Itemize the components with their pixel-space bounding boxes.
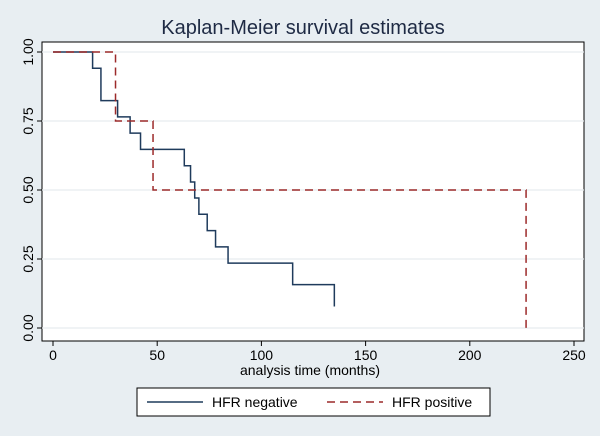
y-tick-label: 0.75 xyxy=(20,107,36,134)
chart-title: Kaplan-Meier survival estimates xyxy=(161,17,444,39)
x-tick-label: 0 xyxy=(49,347,57,363)
x-tick-label: 250 xyxy=(562,347,586,363)
x-axis: 0 50 100 150 200 250 xyxy=(49,341,586,363)
y-tick-label: 1.00 xyxy=(20,38,36,65)
y-axis: 0.00 0.25 0.50 0.75 1.00 xyxy=(20,38,42,342)
x-tick-label: 100 xyxy=(250,347,274,363)
y-tick-label: 0.25 xyxy=(20,245,36,272)
series-line-hfr-positive xyxy=(53,51,527,328)
x-tick-label: 200 xyxy=(458,347,482,363)
legend-label-hfr-negative: HFR negative xyxy=(212,394,298,410)
x-tick-label: 50 xyxy=(149,347,165,363)
series-layer xyxy=(53,51,527,328)
legend-label-hfr-positive: HFR positive xyxy=(392,394,472,410)
plot-area xyxy=(41,41,585,342)
y-tick-label: 0.00 xyxy=(20,314,36,341)
legend: HFR negative HFR positive xyxy=(136,387,491,417)
y-tick-label: 0.50 xyxy=(20,176,36,203)
x-tick-label: 150 xyxy=(354,347,378,363)
x-axis-label: analysis time (months) xyxy=(240,362,380,378)
